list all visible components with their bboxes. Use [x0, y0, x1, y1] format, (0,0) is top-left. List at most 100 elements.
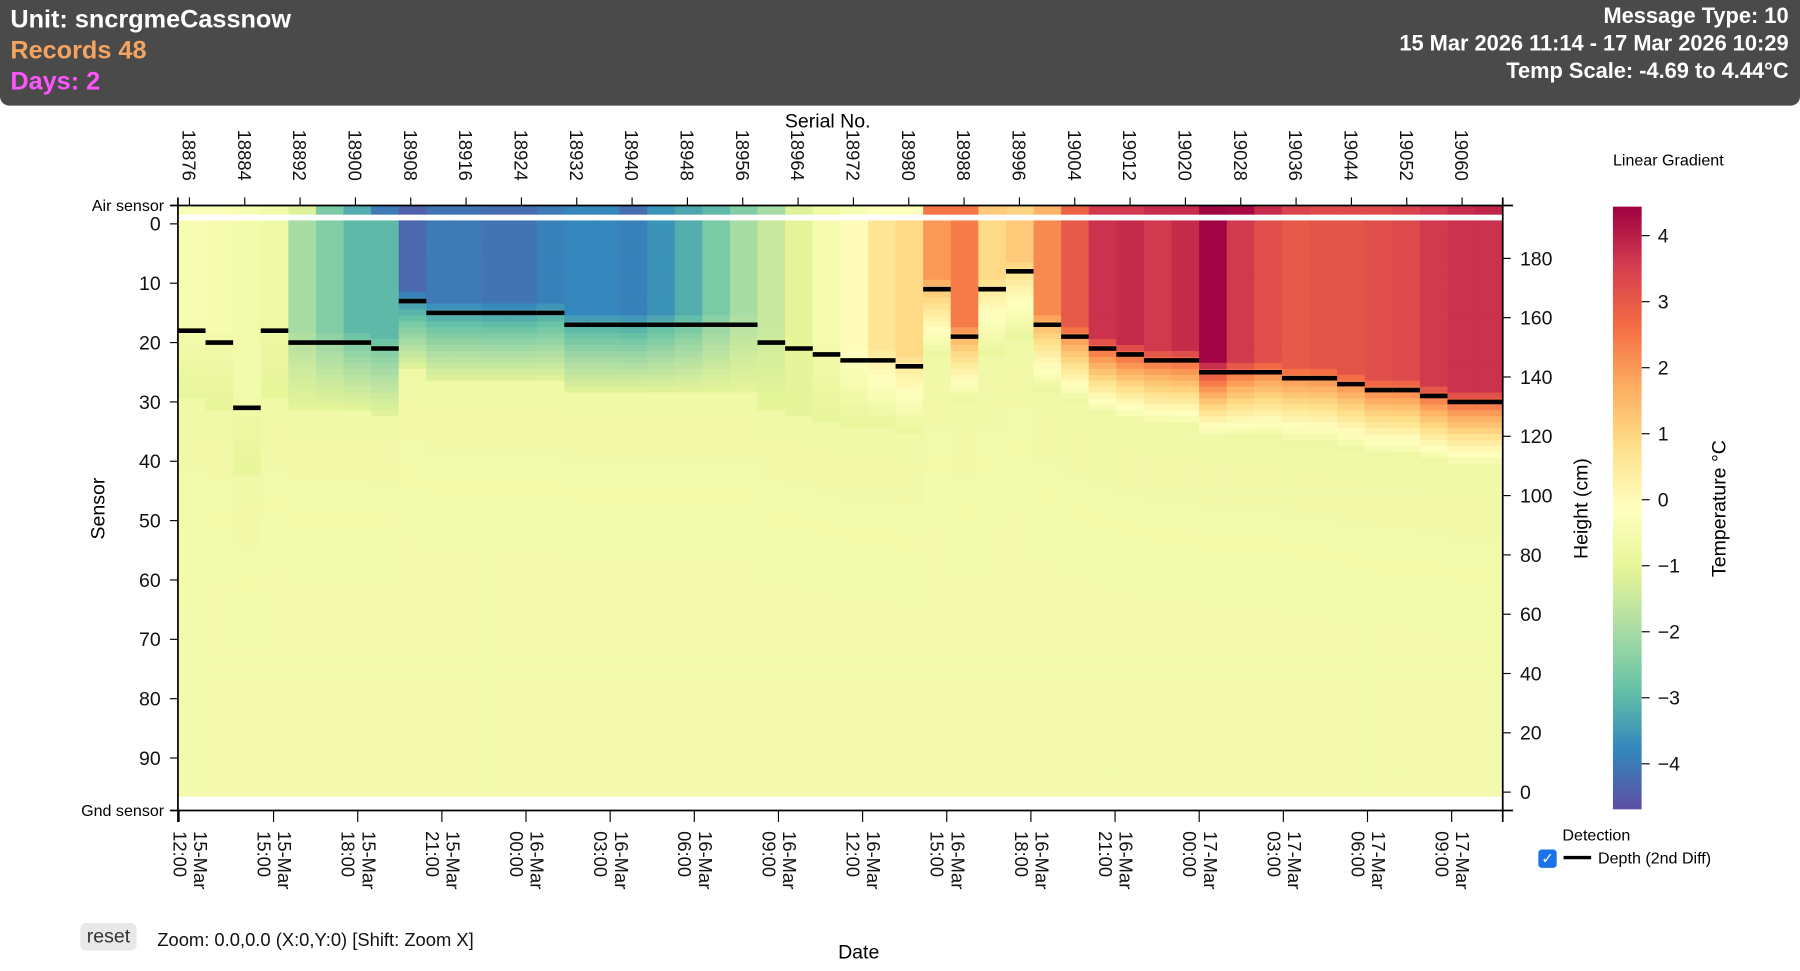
- heatmap-cell: [481, 552, 510, 560]
- heatmap-cell: [978, 315, 1007, 322]
- heatmap-cell: [371, 309, 400, 316]
- heatmap-cell: [1143, 232, 1173, 239]
- heatmap-cell: [895, 778, 924, 785]
- heatmap-cell: [647, 350, 676, 358]
- heatmap-cell: [895, 481, 924, 489]
- legend-item-label[interactable]: Depth (2nd Diff): [1598, 849, 1711, 867]
- heatmap-cell: [1116, 309, 1145, 316]
- heatmap-cell: [757, 463, 786, 471]
- heatmap-cell: [1309, 410, 1338, 417]
- heatmap-cell: [1088, 273, 1117, 281]
- heatmap-cell: [895, 285, 924, 293]
- heatmap-cell: [453, 576, 483, 584]
- heatmap-cell: [564, 594, 593, 601]
- heatmap-cell: [481, 629, 510, 637]
- heatmap-cell: [1364, 629, 1393, 637]
- reset-button[interactable]: reset: [80, 922, 137, 951]
- heatmap-cell: [923, 451, 952, 459]
- heatmap-cell: [1005, 356, 1035, 364]
- heatmap-cell: [923, 695, 952, 702]
- heatmap-cell: [398, 748, 427, 756]
- heatmap-cell: [647, 422, 676, 429]
- heatmap-cell: [867, 582, 897, 589]
- heatmap-cell: [923, 434, 952, 441]
- heatmap-cell: [1364, 428, 1393, 435]
- heatmap-cell: [1143, 695, 1173, 702]
- heatmap-cell: [840, 748, 869, 756]
- heatmap-cell: [426, 428, 455, 435]
- heatmap-cell: [1199, 529, 1228, 536]
- heatmap-cell: [564, 641, 593, 649]
- heatmap-cell: [1447, 546, 1476, 554]
- heatmap-cell: [950, 499, 979, 506]
- colorbar-tick-label: 4: [1658, 226, 1669, 248]
- heatmap-cell: [812, 718, 841, 726]
- heatmap-cell: [1254, 303, 1283, 311]
- heatmap-cell: [1419, 635, 1449, 643]
- heatmap-cell: [1254, 760, 1283, 768]
- heatmap-cell: [1337, 534, 1366, 542]
- heatmap-cell: [1088, 469, 1117, 477]
- heatmap-cell: [950, 220, 979, 227]
- heatmap-cell: [1447, 618, 1476, 625]
- heatmap-cell: [343, 635, 372, 643]
- heatmap-cell: [1309, 386, 1338, 394]
- heatmap-cell: [315, 362, 345, 370]
- heatmap-cell: [1419, 345, 1449, 352]
- heatmap-cell: [840, 671, 869, 678]
- heatmap-cell: [536, 511, 565, 518]
- heatmap-cell: [647, 778, 676, 785]
- heatmap-cell: [1199, 576, 1228, 584]
- heatmap-cell: [840, 647, 869, 655]
- heatmap-cell: [812, 564, 841, 572]
- heatmap-cell: [647, 297, 676, 305]
- heatmap-cell: [453, 635, 483, 643]
- heatmap-cell: [1143, 445, 1173, 453]
- heatmap-cell: [398, 784, 427, 791]
- heatmap-cell: [481, 588, 510, 595]
- heatmap-cell: [591, 327, 621, 334]
- heatmap-cell: [867, 321, 897, 328]
- heatmap-cell: [509, 475, 538, 483]
- heatmap-cell: [315, 517, 345, 524]
- heatmap-cell: [343, 760, 372, 768]
- heatmap-cell: [1364, 481, 1393, 489]
- heatmap-cell: [812, 345, 841, 352]
- heatmap-cell: [233, 410, 262, 417]
- heatmap-cell: [1419, 315, 1449, 322]
- heatmap-cell: [371, 445, 400, 453]
- heatmap-cell: [1033, 380, 1062, 388]
- heatmap-cell: [591, 558, 621, 566]
- serial-tick-label: 18980: [898, 130, 919, 181]
- heatmap-cell: [1116, 534, 1145, 542]
- heatmap-cell: [1061, 695, 1090, 702]
- heatmap-cell: [785, 350, 814, 358]
- heatmap-cell: [536, 564, 565, 572]
- heatmap-cell: [812, 784, 841, 791]
- heatmap-cell: [426, 772, 455, 779]
- heatmap-cell: [785, 635, 814, 643]
- heatmap-cell: [812, 457, 841, 465]
- heatmap-cell: [1392, 677, 1421, 684]
- heatmap-cell: [1061, 600, 1090, 607]
- heatmap-cell: [1364, 356, 1393, 364]
- heatmap-cell: [481, 303, 510, 311]
- heatmap-cell: [564, 582, 593, 589]
- heatmap-cell: [895, 279, 924, 287]
- heatmap-cell: [729, 612, 759, 619]
- heatmap-cell: [647, 356, 676, 364]
- heatmap-cell: [1033, 457, 1062, 465]
- heatmap-cell: [1116, 766, 1145, 773]
- heatmap-cell: [1226, 736, 1255, 744]
- heatmap-cell: [481, 618, 510, 625]
- heatmap-cell: [1419, 309, 1449, 316]
- heatmap-cell: [1419, 701, 1449, 708]
- heatmap-cell: [1475, 226, 1504, 233]
- heatmap-cell: [564, 742, 593, 750]
- heatmap-cell: [702, 588, 731, 595]
- detection-checkbox[interactable]: ✓: [1538, 849, 1557, 868]
- heatmap-cell: [1226, 445, 1255, 453]
- heatmap-cell: [481, 410, 510, 417]
- heatmap-cell: [1199, 457, 1228, 465]
